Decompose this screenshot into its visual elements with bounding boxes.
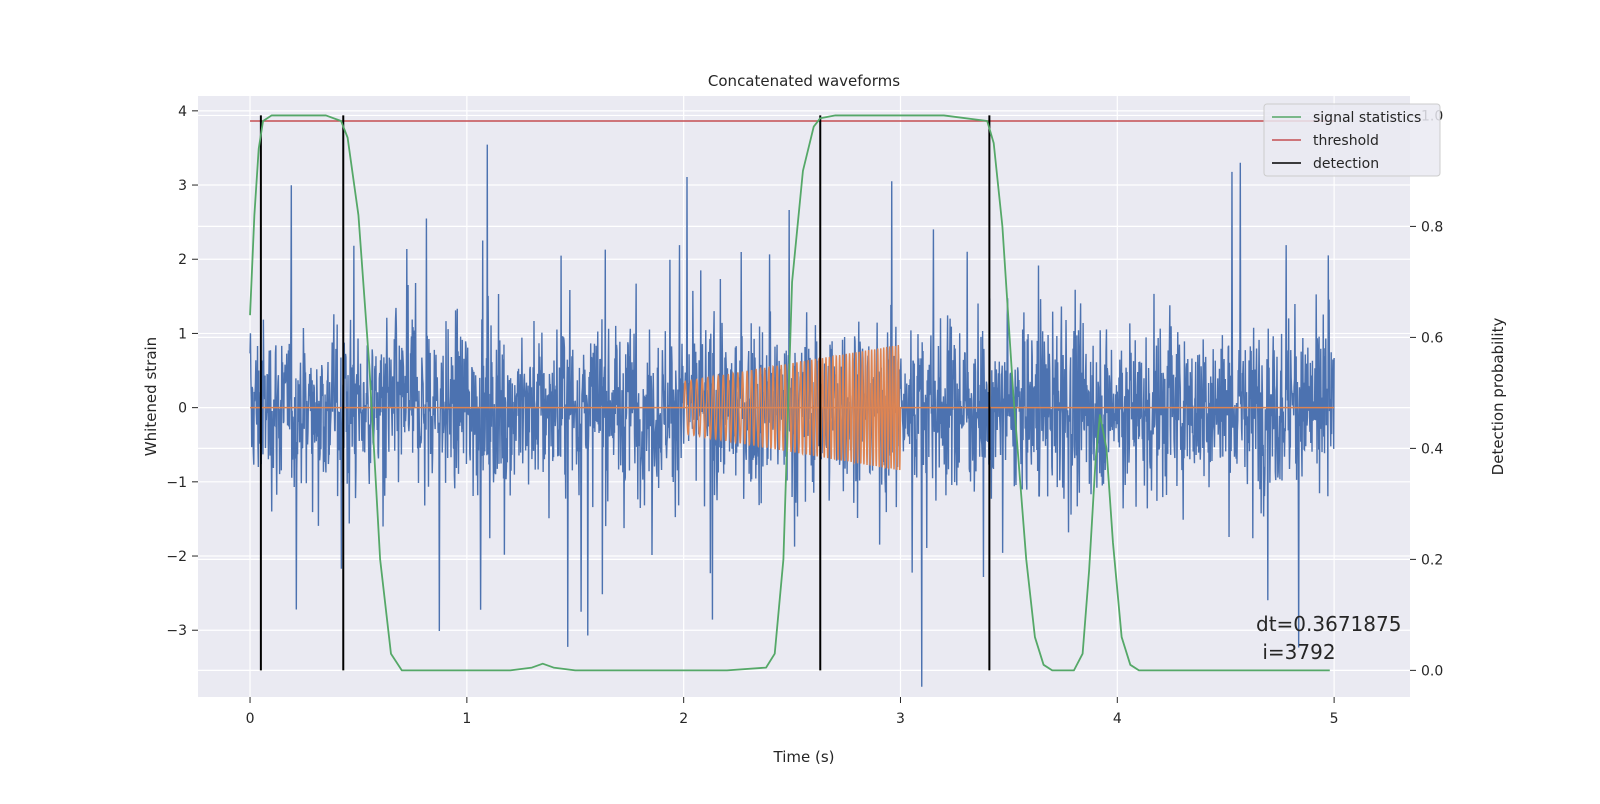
y-left-tick-label: 2 xyxy=(178,252,187,268)
signal-statistics-line xyxy=(249,114,1330,672)
annotation-index: i=3792 xyxy=(1256,640,1336,664)
annotation-dt: dt=0.3671875 xyxy=(1256,612,1401,636)
x-tick-label: 2 xyxy=(679,711,688,727)
y-axis-right-label: Detection probability xyxy=(1489,318,1507,476)
x-tick-label: 3 xyxy=(896,711,905,727)
x-tick-label: 4 xyxy=(1113,711,1122,727)
y-left-tick-label: 0 xyxy=(178,401,187,417)
y-right-tick-label: 0.8 xyxy=(1421,219,1443,235)
y-left-tick-label: 1 xyxy=(178,326,187,342)
right-axis-series xyxy=(249,114,1335,672)
injected-waveform-chirp xyxy=(682,344,902,471)
legend: signal statistics threshold detection xyxy=(1263,103,1441,177)
x-tick-label: 1 xyxy=(462,711,471,727)
x-tick-label: 5 xyxy=(1330,711,1339,727)
legend-label-detection: detection xyxy=(1313,156,1379,172)
chart-title: Concatenated waveforms xyxy=(708,72,900,90)
legend-label-threshold: threshold xyxy=(1313,133,1379,149)
y-left-tick-label: −2 xyxy=(166,549,187,565)
x-axis-label: Time (s) xyxy=(773,748,835,766)
y-left-tick-label: 3 xyxy=(178,178,187,194)
y-left-tick-label: −3 xyxy=(166,623,187,639)
y-axis-left-label: Whitened strain xyxy=(142,337,160,456)
y-right-tick-label: 0.4 xyxy=(1421,441,1443,457)
y-left-tick-label: 4 xyxy=(178,104,187,120)
whitened-strain-line xyxy=(249,144,1335,687)
legend-label-signal-statistics: signal statistics xyxy=(1313,110,1421,126)
y-left-tick-label: −1 xyxy=(166,475,187,491)
legend-box xyxy=(1263,103,1441,177)
whitened-strain-series xyxy=(249,144,1335,687)
x-tick-label: 0 xyxy=(246,711,255,727)
y-right-tick-label: 0.2 xyxy=(1421,552,1443,568)
y-right-tick-label: 0.0 xyxy=(1421,663,1443,679)
injected-waveform-series xyxy=(250,344,1335,471)
y-right-tick-label: 0.6 xyxy=(1421,330,1443,346)
